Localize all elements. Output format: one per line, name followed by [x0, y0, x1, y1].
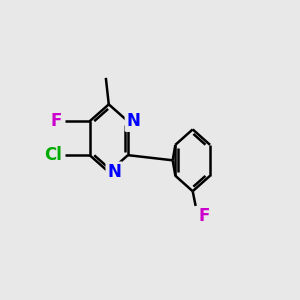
Text: F: F [199, 207, 210, 225]
Text: F: F [50, 112, 62, 130]
Text: N: N [107, 163, 121, 181]
Text: Cl: Cl [44, 146, 62, 164]
Text: N: N [126, 112, 140, 130]
